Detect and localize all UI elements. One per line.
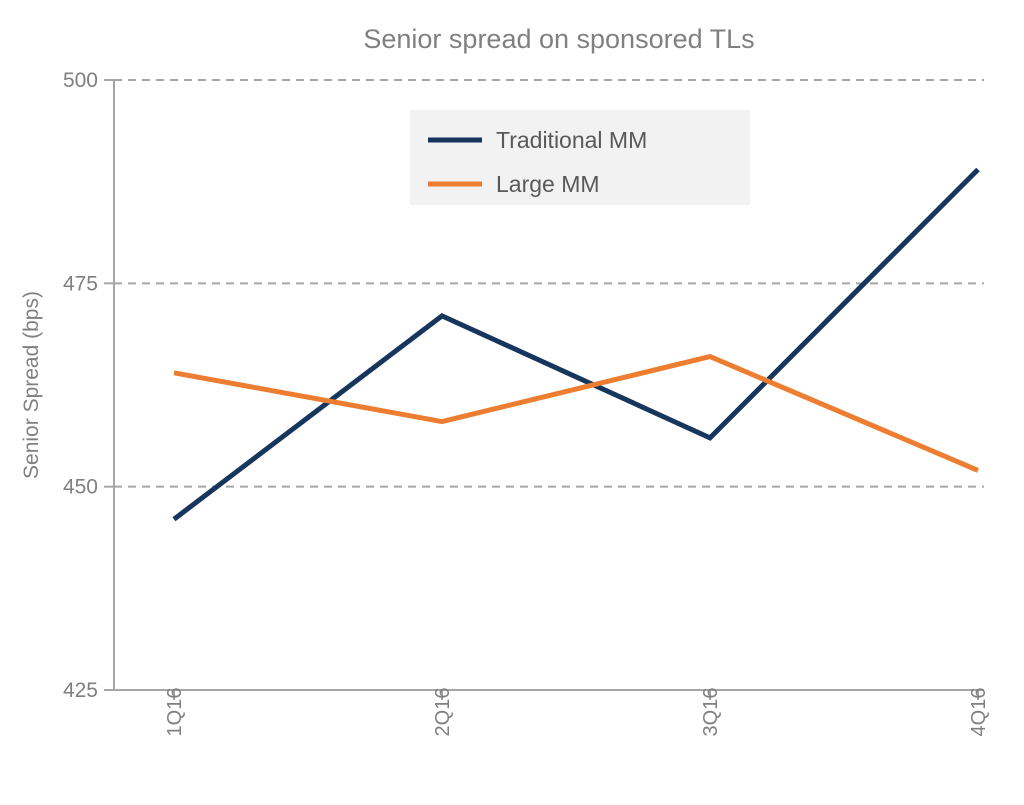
chart-container: Senior spread on sponsored TLs 425 450 475 5… (0, 0, 1024, 805)
legend: Traditional MM Large MM (410, 110, 750, 205)
legend-label: Traditional MM (496, 127, 647, 153)
x-tick-label: 2Q16 (432, 688, 454, 737)
y-tick-label: 475 (63, 272, 98, 295)
x-tick-label: 4Q16 (968, 688, 990, 737)
x-tick-label: 1Q16 (164, 688, 186, 737)
y-tick-label: 425 (63, 679, 98, 702)
series-line-0 (174, 169, 978, 519)
chart-title: Senior spread on sponsored TLs (363, 24, 754, 54)
y-axis-title: Senior Spread (bps) (20, 291, 43, 479)
x-tick-label: 3Q16 (700, 688, 722, 737)
y-tick-label: 500 (63, 69, 98, 92)
legend-label: Large MM (496, 171, 600, 197)
y-tick-label: 450 (63, 476, 98, 499)
line-chart: Senior spread on sponsored TLs 425 450 475 5… (0, 0, 1024, 805)
series-line-1 (174, 357, 978, 471)
